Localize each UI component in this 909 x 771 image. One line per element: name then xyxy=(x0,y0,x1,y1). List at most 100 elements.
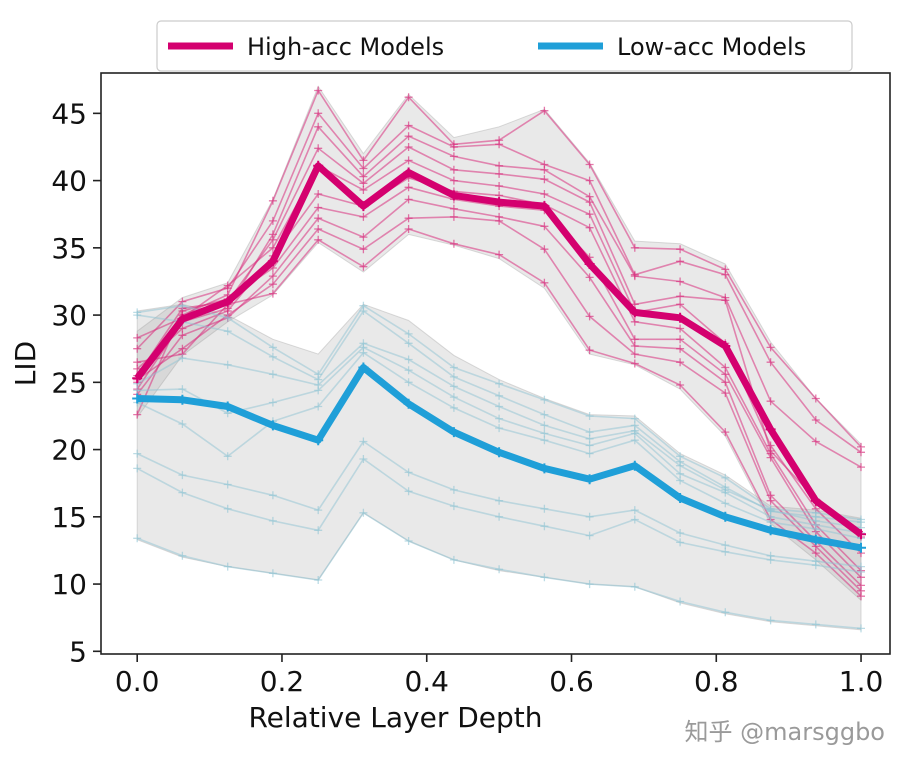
model-point-low-acc-5 xyxy=(404,378,413,387)
model-point-high-acc-3 xyxy=(857,463,865,472)
model-point-low-acc-4 xyxy=(133,386,142,395)
legend-label-high-acc: High-acc Models xyxy=(247,33,444,61)
model-point-low-acc-1 xyxy=(223,313,232,322)
mean-point-low-acc xyxy=(494,447,505,458)
model-point-low-acc-2 xyxy=(540,410,549,419)
model-point-high-acc-1 xyxy=(404,93,413,102)
model-point-low-acc-2 xyxy=(495,391,504,400)
model-point-high-acc-1 xyxy=(811,394,820,403)
model-point-low-acc-5 xyxy=(178,420,187,428)
model-point-high-acc-9 xyxy=(630,350,639,359)
model-point-low-acc-7 xyxy=(766,555,775,564)
y-tick-label: 45 xyxy=(51,97,87,130)
model-point-low-acc-8 xyxy=(495,565,504,574)
y-tick-label: 40 xyxy=(51,165,87,198)
model-point-low-acc-1 xyxy=(268,343,277,352)
mean-lines xyxy=(132,160,866,553)
model-point-low-acc-7 xyxy=(359,455,368,463)
y-tick-label: 5 xyxy=(69,635,87,668)
model-point-high-acc-5 xyxy=(359,186,368,194)
mean-point-low-acc xyxy=(675,493,686,503)
model-point-high-acc-7 xyxy=(404,183,413,192)
plot-frame xyxy=(100,72,891,655)
model-point-high-acc-10 xyxy=(404,225,413,233)
model-point-low-acc-4 xyxy=(495,414,504,423)
model-point-high-acc-2 xyxy=(314,109,323,118)
model-point-low-acc-1 xyxy=(449,363,458,372)
model-point-low-acc-7 xyxy=(811,561,820,570)
model-point-high-acc-2 xyxy=(811,416,820,424)
model-point-high-acc-7 xyxy=(676,335,685,344)
model-point-low-acc-8 xyxy=(676,597,685,606)
model-point-low-acc-3 xyxy=(178,354,187,363)
mean-point-low-acc xyxy=(358,362,369,373)
model-point-low-acc-6 xyxy=(630,506,639,515)
model-point-low-acc-1 xyxy=(585,412,594,420)
mean-point-low-acc xyxy=(267,420,278,431)
model-point-low-acc-5 xyxy=(811,524,820,533)
model-point-low-acc-5 xyxy=(630,436,639,445)
mean-point-low-acc xyxy=(448,427,459,438)
model-point-low-acc-3 xyxy=(585,434,594,443)
model-point-high-acc-4 xyxy=(585,198,594,207)
model-point-high-acc-5 xyxy=(404,156,413,165)
model-point-low-acc-2 xyxy=(133,311,142,320)
model-point-low-acc-3 xyxy=(268,370,277,379)
y-tick-label: 20 xyxy=(51,434,87,467)
model-point-high-acc-10 xyxy=(314,235,323,244)
model-point-high-acc-10 xyxy=(630,359,639,368)
model-point-low-acc-3 xyxy=(676,461,685,470)
model-point-low-acc-8 xyxy=(133,534,142,543)
model-point-low-acc-7 xyxy=(495,512,504,521)
model-point-low-acc-3 xyxy=(223,360,232,369)
model-point-low-acc-8 xyxy=(811,620,820,629)
model-point-low-acc-8 xyxy=(314,576,323,584)
mean-point-low-acc xyxy=(629,460,640,471)
model-point-high-acc-3 xyxy=(676,277,685,286)
mean-point-high-acc xyxy=(132,373,143,384)
mean-point-high-acc xyxy=(403,167,414,178)
model-point-low-acc-3 xyxy=(540,421,549,430)
model-point-low-acc-8 xyxy=(449,555,458,564)
model-point-high-acc-4 xyxy=(268,235,277,244)
mean-point-high-acc xyxy=(539,201,550,212)
model-point-high-acc-2 xyxy=(766,358,775,367)
mean-point-low-acc xyxy=(313,435,324,446)
model-point-low-acc-8 xyxy=(404,537,413,545)
model-point-high-acc-4 xyxy=(540,175,549,184)
model-point-high-acc-9 xyxy=(495,216,504,225)
model-point-low-acc-2 xyxy=(359,307,368,315)
model-point-low-acc-4 xyxy=(676,469,685,478)
mean-point-high-acc xyxy=(222,296,233,307)
model-point-high-acc-10 xyxy=(495,250,504,259)
y-tick-label: 25 xyxy=(51,366,87,399)
model-point-low-acc-4 xyxy=(268,398,277,407)
model-point-low-acc-6 xyxy=(268,491,277,500)
model-point-low-acc-5 xyxy=(585,449,594,458)
model-point-high-acc-8 xyxy=(404,195,413,204)
model-point-high-acc-3 xyxy=(449,152,458,161)
model-point-low-acc-8 xyxy=(630,582,639,591)
mean-point-high-acc xyxy=(448,190,459,201)
model-point-high-acc-6 xyxy=(178,324,187,333)
mean-point-low-acc xyxy=(222,401,233,412)
model-point-low-acc-6 xyxy=(314,506,323,515)
model-point-low-acc-6 xyxy=(178,471,187,480)
model-point-low-acc-3 xyxy=(404,355,413,364)
mean-point-high-acc xyxy=(584,259,595,269)
model-point-high-acc-6 xyxy=(133,364,142,373)
model-point-high-acc-5 xyxy=(449,176,458,185)
model-point-low-acc-7 xyxy=(449,502,458,511)
model-point-low-acc-6 xyxy=(676,529,685,537)
model-point-high-acc-8 xyxy=(540,222,549,231)
model-point-low-acc-7 xyxy=(268,516,277,525)
model-point-high-acc-7 xyxy=(766,453,775,462)
mean-point-low-acc xyxy=(403,398,414,409)
model-point-high-acc-5 xyxy=(585,210,594,219)
model-point-low-acc-7 xyxy=(585,531,594,540)
model-point-high-acc-4 xyxy=(314,144,323,153)
model-point-high-acc-6 xyxy=(630,317,639,326)
model-point-high-acc-9 xyxy=(404,214,413,223)
model-point-low-acc-2 xyxy=(404,339,413,348)
model-point-low-acc-7 xyxy=(676,538,685,547)
